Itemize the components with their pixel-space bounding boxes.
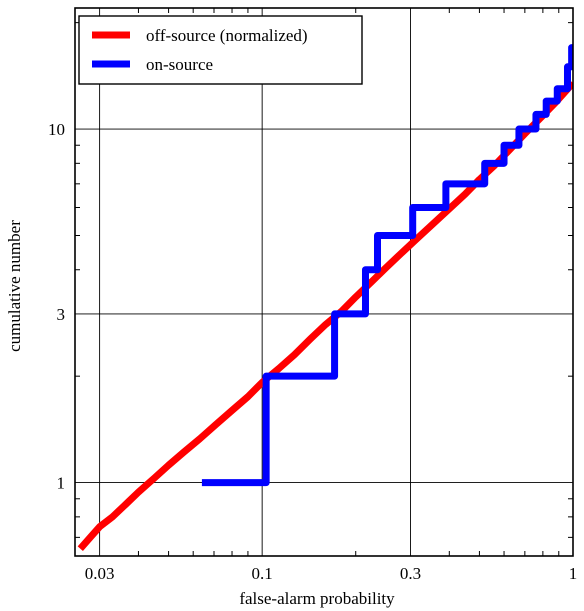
y-tick-label: 10 <box>48 120 65 139</box>
y-tick-label: 3 <box>57 305 66 324</box>
series-layer <box>77 44 573 552</box>
grid <box>75 8 574 556</box>
x-tick-label: 0.3 <box>400 564 421 583</box>
x-tick-label: 0.03 <box>85 564 115 583</box>
y-axis-title: cumulative number <box>5 220 24 352</box>
legend: off-source (normalized) on-source <box>78 15 363 85</box>
plot-frame <box>74 7 574 557</box>
ticks: 0.03 0.1 0.3 1 1 3 10 <box>48 8 577 583</box>
x-tick-label: 0.1 <box>252 564 273 583</box>
legend-label-on-source: on-source <box>146 55 213 74</box>
series-line-on-source <box>201 44 573 487</box>
x-tick-label: 1 <box>569 564 578 583</box>
y-tick-label: 1 <box>57 474 66 493</box>
series-line-off-source <box>77 80 573 552</box>
x-axis-title: false-alarm probability <box>239 589 395 608</box>
legend-box <box>78 15 363 85</box>
legend-label-off-source: off-source (normalized) <box>146 26 308 45</box>
